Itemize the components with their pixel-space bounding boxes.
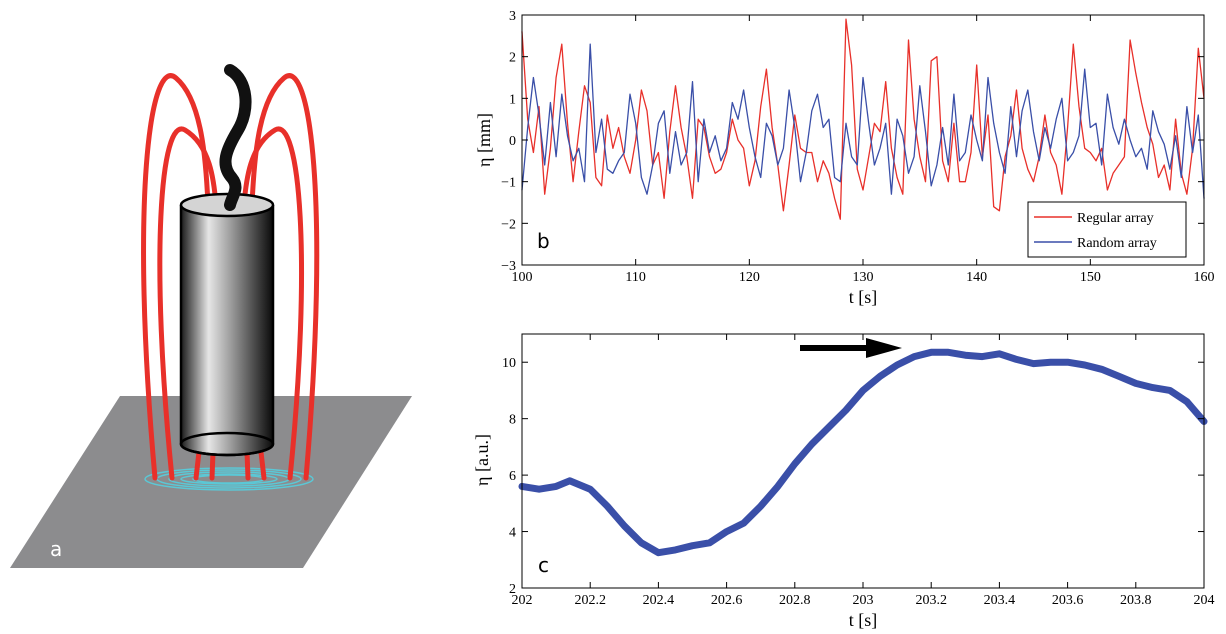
x-tick-label-c-6: 203.2 (915, 593, 947, 608)
panel-letter-b: b (537, 229, 550, 253)
x-tick-label-b-4: 140 (966, 270, 987, 285)
y-tick-label-c-3: 8 (509, 413, 516, 428)
legend-label-regular: Regular array (1077, 211, 1154, 226)
ticks-b: 100 110 120 130 140 150 160 −3 −2 −1 0 1 2 3 (501, 9, 1214, 285)
x-tick-label-c-7: 203.4 (984, 593, 1016, 608)
x-axis-label-b: t [s] (849, 287, 878, 307)
chart-panel-c: 202 202.2 202.4 202.6 202.8 203 203.2 203.4 203.… (472, 333, 1215, 630)
x-tick-label-c-1: 202.2 (574, 593, 606, 608)
x-tick-label-c-5: 203 (853, 593, 874, 608)
y-tick-label-c-0: 2 (509, 582, 516, 597)
y-tick-label-b-6: 3 (509, 9, 516, 24)
cable (219, 64, 252, 211)
y-tick-label-b-5: 2 (509, 51, 516, 66)
x-tick-label-c-0: 202 (512, 593, 533, 608)
x-tick-label-c-3: 202.6 (711, 593, 743, 608)
legend-box (1027, 201, 1187, 258)
series-group-b (521, 18, 1205, 220)
x-tick-label-c-8: 203.6 (1052, 593, 1084, 608)
y-tick-label-b-1: −2 (501, 217, 516, 232)
x-tick-label-b-5: 150 (1080, 270, 1101, 285)
x-tick-label-c-2: 202.4 (643, 593, 675, 608)
y-tick-label-c-2: 6 (509, 469, 516, 484)
y-tick-label-b-3: 0 (509, 134, 516, 149)
plot-area-c (522, 334, 1204, 588)
series-line-c-0 (518, 348, 1208, 557)
x-tick-label-b-1: 110 (625, 270, 645, 285)
y-axis-label-c: η [a.u.] (472, 434, 492, 486)
legend-label-random: Random array (1077, 236, 1157, 251)
legend-b: Regular array Random array (1027, 201, 1187, 258)
y-tick-label-b-2: −1 (501, 176, 516, 191)
x-tick-label-b-0: 100 (512, 270, 533, 285)
y-axis-label-b: η [mm] (474, 113, 494, 167)
x-tick-label-c-4: 202.8 (779, 593, 811, 608)
x-tick-label-c-10: 204 (1194, 593, 1215, 608)
x-tick-label-b-6: 160 (1194, 270, 1215, 285)
panel-letter-a: a (50, 537, 62, 561)
chart-panel-b: 100 110 120 130 140 150 160 −3 −2 −1 0 1 2 3 Regular … (474, 9, 1215, 307)
series-line-b-0 (521, 18, 1205, 220)
schematic-panel-a: a (10, 64, 412, 568)
y-tick-label-b-4: 1 (509, 92, 516, 107)
x-axis-label-c: t [s] (849, 610, 878, 630)
x-tick-label-b-2: 120 (739, 270, 760, 285)
y-tick-label-c-1: 4 (509, 526, 516, 541)
series-group-c (518, 348, 1208, 557)
cylinder-magnet (179, 192, 275, 457)
magnetic-field-lines (141, 73, 320, 481)
y-tick-label-b-0: −3 (501, 259, 516, 274)
x-tick-label-b-3: 130 (853, 270, 874, 285)
x-tick-label-c-9: 203.8 (1120, 593, 1152, 608)
series-line-b-1 (521, 43, 1205, 199)
ticks-c: 202 202.2 202.4 202.6 202.8 203 203.2 203.4 203.… (502, 334, 1215, 608)
y-tick-label-c-4: 10 (502, 356, 516, 371)
annotation-arrow (800, 338, 902, 358)
panel-letter-c: c (538, 553, 549, 577)
